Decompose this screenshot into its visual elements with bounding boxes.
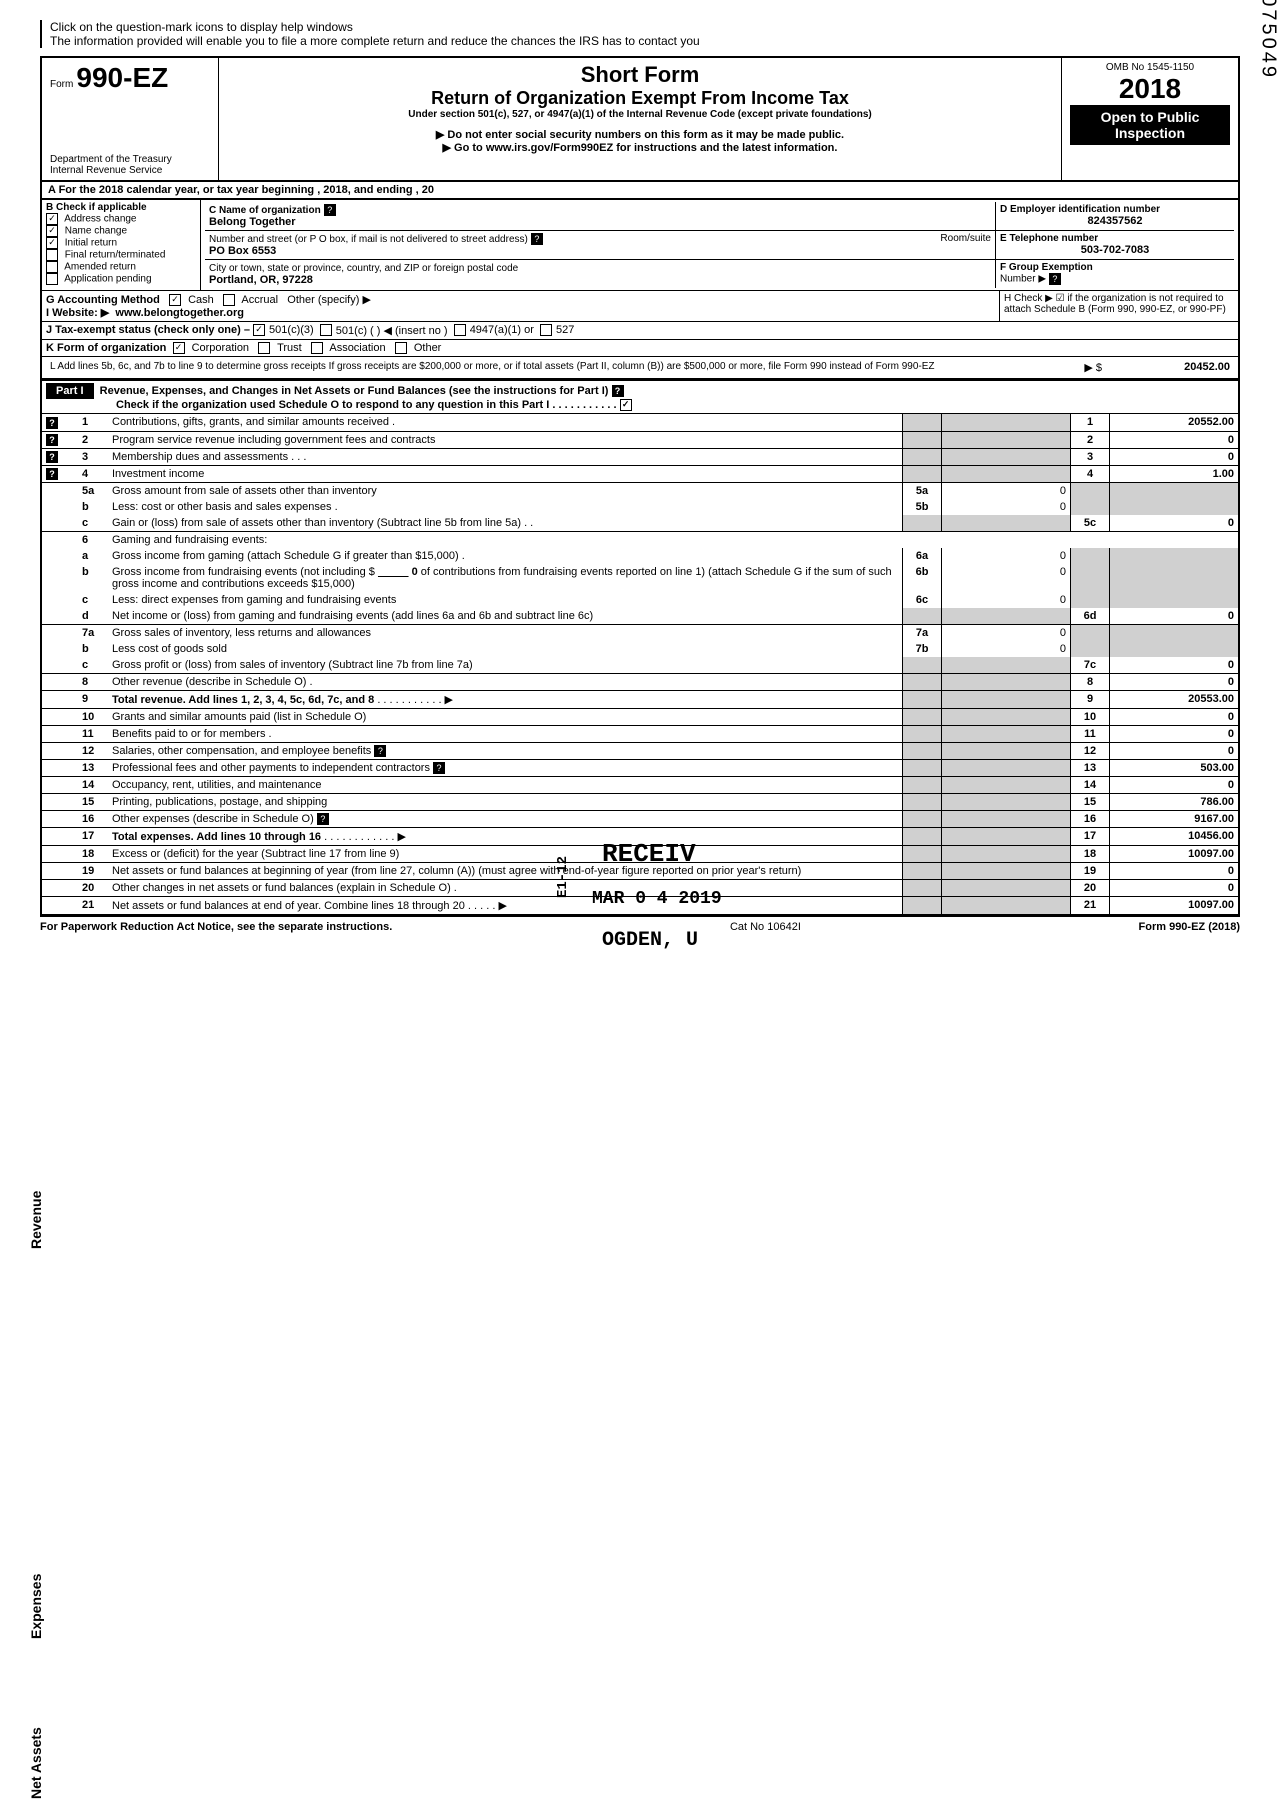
help-icon[interactable]: ? — [46, 434, 58, 446]
cash-label: Cash — [188, 294, 214, 306]
phone-value: 503-702-7083 — [1000, 244, 1230, 256]
help-icon[interactable]: ? — [46, 417, 58, 429]
city-label: City or town, state or province, country… — [209, 263, 518, 274]
tax-year: 2018 — [1070, 73, 1230, 105]
accrual-label: Accrual — [241, 294, 278, 306]
help-icon[interactable]: ? — [324, 204, 336, 216]
527-checkbox[interactable] — [540, 324, 552, 336]
ssn-warning: ▶ Do not enter social security numbers o… — [227, 128, 1053, 141]
catalog-number: Cat No 10642I — [730, 921, 801, 933]
section-f-label: F Group Exemption — [1000, 262, 1230, 273]
cash-checkbox[interactable]: ✓ — [169, 294, 181, 306]
help-icon[interactable]: ? — [1049, 273, 1061, 285]
section-c-label: C Name of organization — [209, 205, 321, 216]
org-name: Belong Together — [209, 216, 296, 228]
dln-number: 29492068075049 — [1257, 0, 1280, 80]
top-note-line1: Click on the question-mark icons to disp… — [50, 20, 1240, 34]
l-arrow: ▶ $ — [1028, 359, 1106, 376]
help-icon[interactable]: ? — [46, 451, 58, 463]
expenses-section-label: Expenses — [28, 1574, 44, 1639]
501c3-label: 501(c)(3) — [269, 324, 314, 337]
top-help-note: Click on the question-mark icons to disp… — [40, 20, 1240, 48]
section-h-label: H Check ▶ ☑ if the organization is not r… — [999, 291, 1238, 321]
omb-number: OMB No 1545-1150 — [1070, 62, 1230, 73]
k-checkbox[interactable] — [258, 342, 270, 354]
part1-label: Part I — [46, 383, 94, 399]
help-icon[interactable]: ? — [46, 468, 58, 480]
other-method-label: Other (specify) ▶ — [287, 294, 371, 306]
accrual-checkbox[interactable] — [223, 294, 235, 306]
section-e-label: E Telephone number — [1000, 233, 1230, 244]
inspection: Inspection — [1074, 125, 1226, 141]
4947-checkbox[interactable] — [454, 324, 466, 336]
4947-label: 4947(a)(1) or — [470, 324, 534, 337]
section-b-label: B Check if applicable — [46, 202, 196, 213]
group-exemption-number: Number ▶ ? — [1000, 273, 1230, 285]
k-checkbox[interactable] — [395, 342, 407, 354]
501c3-checkbox[interactable]: ✓ — [253, 324, 265, 336]
ogden-stamp: OGDEN, U — [602, 929, 698, 952]
form-title-main: Return of Organization Exempt From Incom… — [227, 88, 1053, 109]
top-note-line2: The information provided will enable you… — [50, 34, 1240, 48]
section-k-label: K Form of organization — [46, 342, 166, 354]
501c-checkbox[interactable] — [320, 324, 332, 336]
received-date-stamp: MAR 0 4 2019 — [592, 889, 722, 909]
b-checkbox[interactable]: ✓ — [46, 225, 58, 237]
section-d-label: D Employer identification number — [1000, 204, 1230, 215]
b-checkbox[interactable] — [46, 273, 58, 285]
form-label: Form — [50, 79, 73, 90]
b-checkbox[interactable]: ✓ — [46, 237, 58, 249]
received-stamp: RECEIV — [602, 839, 696, 869]
section-i-label: I Website: ▶ — [46, 307, 109, 319]
line-a-tax-year: A For the 2018 calendar year, or tax yea… — [40, 182, 1240, 200]
irs-label: Internal Revenue Service — [50, 165, 210, 176]
netassets-section-label: Net Assets — [28, 1728, 44, 1799]
help-icon[interactable]: ? — [612, 385, 624, 397]
form-number: 990-EZ — [76, 62, 168, 93]
501c-label: 501(c) ( ) ◀ (insert no ) — [336, 324, 448, 337]
e112-stamp: E1-12 — [555, 856, 571, 898]
paperwork-notice: For Paperwork Reduction Act Notice, see … — [40, 921, 392, 933]
b-checkbox[interactable] — [46, 249, 58, 261]
k-checkbox[interactable] — [311, 342, 323, 354]
room-suite-label: Room/suite — [940, 233, 991, 244]
section-l-text: L Add lines 5b, 6c, and 7b to line 9 to … — [46, 359, 1028, 376]
gross-receipts-value: 20452.00 — [1106, 359, 1234, 376]
form-title-short: Short Form — [227, 62, 1053, 88]
schedule-o-checkbox[interactable]: ✓ — [620, 399, 632, 411]
section-j-label: J Tax-exempt status (check only one) – — [46, 324, 250, 337]
city-value: Portland, OR, 97228 — [209, 274, 313, 286]
ein-value: 824357562 — [1000, 215, 1230, 227]
k-checkbox[interactable]: ✓ — [173, 342, 185, 354]
b-checkbox[interactable] — [46, 261, 58, 273]
527-label: 527 — [556, 324, 574, 337]
section-g-label: G Accounting Method — [46, 294, 160, 306]
instructions-link: ▶ Go to www.irs.gov/Form990EZ for instru… — [227, 141, 1053, 154]
street-label: Number and street (or P O box, if mail i… — [209, 234, 528, 245]
website-value: www.belongtogether.org — [115, 307, 244, 319]
form-footer-id: Form 990-EZ (2018) — [1139, 921, 1240, 933]
open-to-public: Open to Public — [1074, 109, 1226, 125]
street-value: PO Box 6553 — [209, 245, 276, 257]
dept-treasury: Department of the Treasury — [50, 154, 210, 165]
form-subtitle: Under section 501(c), 527, or 4947(a)(1)… — [227, 109, 1053, 120]
b-checkbox[interactable]: ✓ — [46, 213, 58, 225]
help-icon[interactable]: ? — [531, 233, 543, 245]
part1-title: Revenue, Expenses, and Changes in Net As… — [100, 385, 609, 397]
revenue-section-label: Revenue — [28, 1191, 44, 1249]
part1-schedule-o-check: Check if the organization used Schedule … — [116, 399, 617, 411]
